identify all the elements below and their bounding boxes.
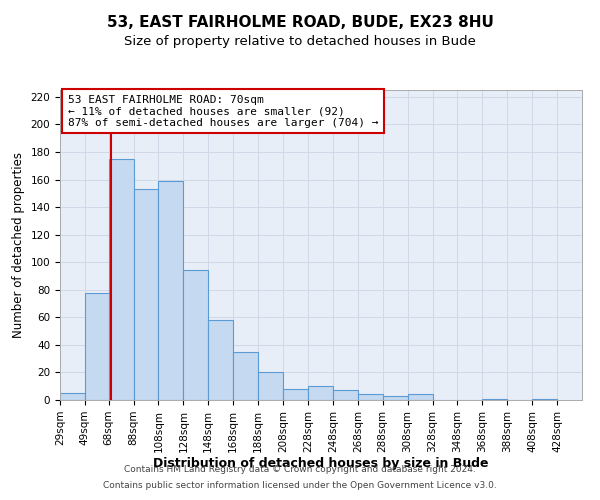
Text: Contains HM Land Registry data © Crown copyright and database right 2024.: Contains HM Land Registry data © Crown c…	[124, 466, 476, 474]
Bar	[308, 386, 333, 400]
Bar	[134, 189, 158, 400]
Bar	[383, 396, 407, 400]
Bar	[283, 389, 308, 400]
Bar	[407, 394, 433, 400]
Bar	[482, 398, 507, 400]
Bar	[358, 394, 383, 400]
Bar	[233, 352, 258, 400]
Text: 53, EAST FAIRHOLME ROAD, BUDE, EX23 8HU: 53, EAST FAIRHOLME ROAD, BUDE, EX23 8HU	[107, 15, 493, 30]
Y-axis label: Number of detached properties: Number of detached properties	[12, 152, 25, 338]
Text: Size of property relative to detached houses in Bude: Size of property relative to detached ho…	[124, 35, 476, 48]
Text: Contains public sector information licensed under the Open Government Licence v3: Contains public sector information licen…	[103, 480, 497, 490]
Bar	[109, 159, 134, 400]
Bar	[60, 393, 85, 400]
Bar	[208, 320, 233, 400]
Bar	[333, 390, 358, 400]
Bar	[85, 292, 110, 400]
Bar	[532, 398, 557, 400]
Bar	[184, 270, 208, 400]
Bar	[258, 372, 283, 400]
X-axis label: Distribution of detached houses by size in Bude: Distribution of detached houses by size …	[153, 458, 489, 470]
Bar	[158, 181, 184, 400]
Text: 53 EAST FAIRHOLME ROAD: 70sqm
← 11% of detached houses are smaller (92)
87% of s: 53 EAST FAIRHOLME ROAD: 70sqm ← 11% of d…	[68, 94, 379, 128]
